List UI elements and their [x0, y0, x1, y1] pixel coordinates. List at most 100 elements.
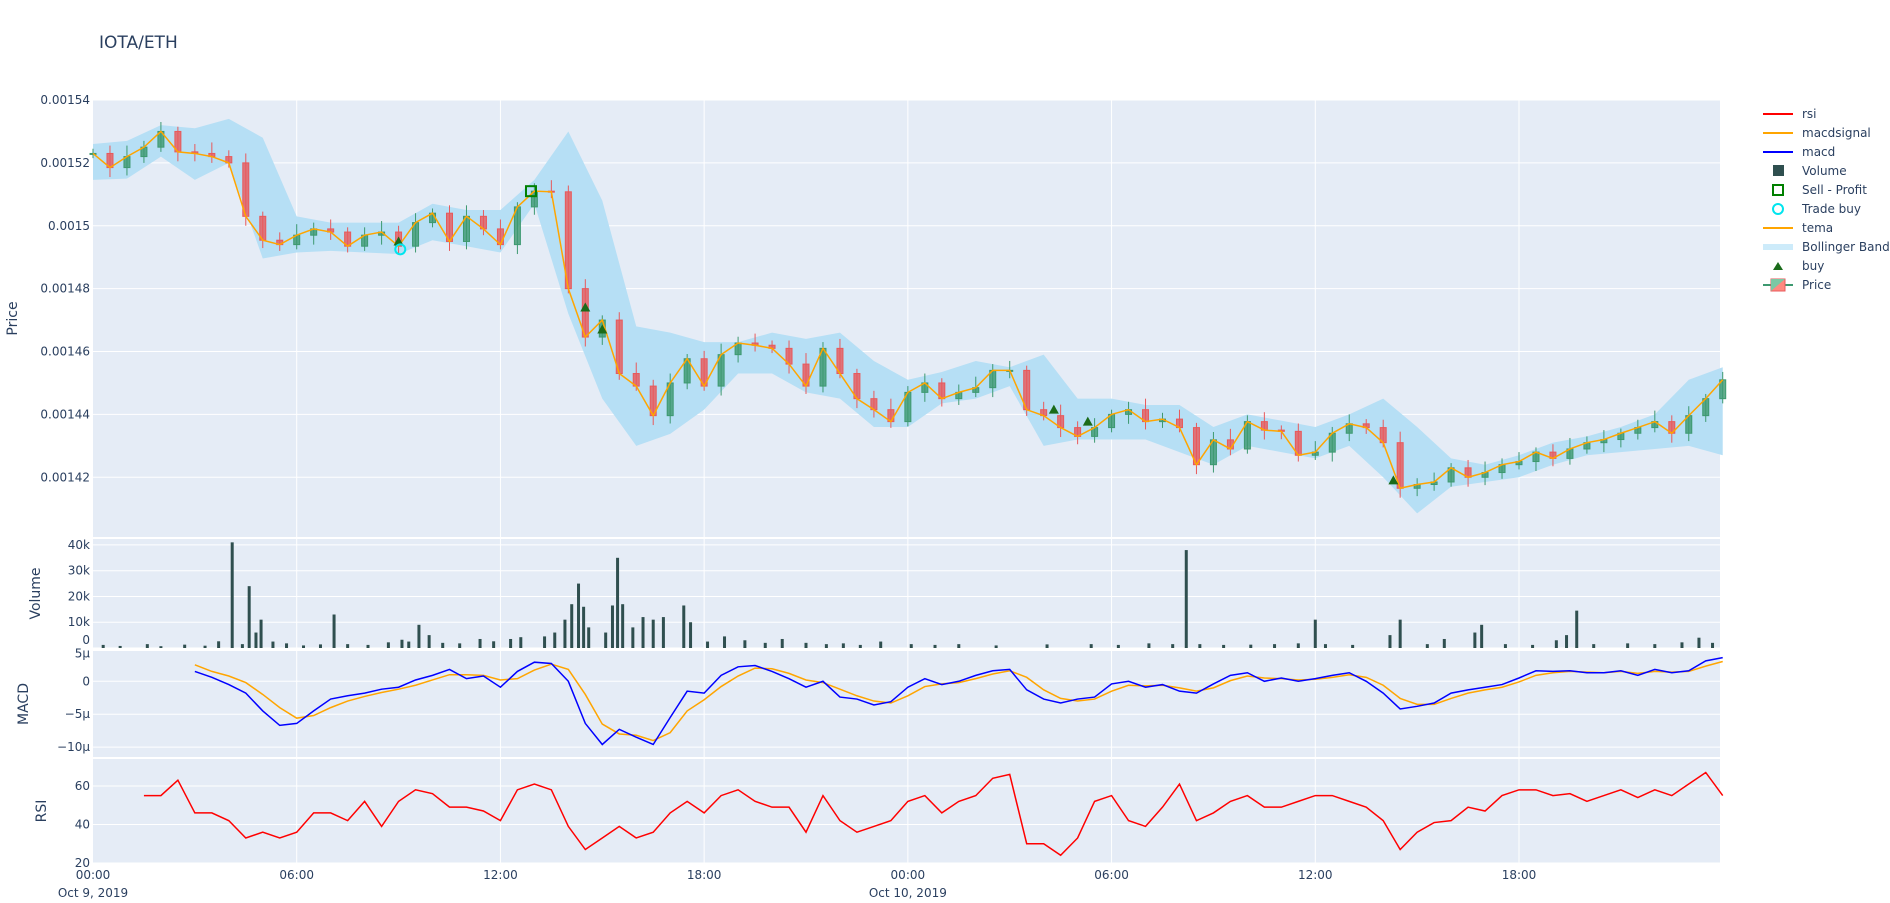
legend-item-macdsignal[interactable]: macdsignal [1758, 123, 1890, 142]
rsi-line [143, 771, 1724, 857]
volume-bar [743, 640, 747, 648]
volume-bar [1198, 644, 1202, 648]
y-axis-title: MACD [16, 683, 32, 725]
legend-item-trade-buy[interactable]: Trade buy [1758, 199, 1890, 218]
band-icon [1758, 240, 1798, 254]
volume-bar [386, 642, 390, 648]
volume-bar [841, 643, 845, 648]
volume-bar [587, 627, 591, 648]
chart-title: IOTA/ETH [99, 33, 178, 53]
volume-bar [492, 641, 496, 648]
volume-bar [271, 641, 275, 648]
volume-bar [1323, 644, 1327, 648]
legend-label: buy [1802, 258, 1825, 273]
macd-line [194, 656, 1723, 746]
square-filled-icon [1758, 164, 1798, 178]
legend: rsi macdsignal macd Volume Sell - Profit Trad… [1758, 104, 1890, 294]
volume-bar [933, 644, 937, 648]
x-tick-label: 06:00 [1094, 868, 1129, 882]
volume-bar [427, 635, 431, 648]
volume-bar [1711, 642, 1715, 648]
volume-bar [1575, 610, 1579, 648]
volume-bar [1592, 644, 1596, 648]
volume-bar [723, 636, 727, 648]
volume-bar [1425, 644, 1429, 648]
volume-bar [1222, 644, 1226, 648]
y-axis-title: Volume [28, 567, 44, 619]
volume-bar [1442, 638, 1446, 648]
volume-bar [804, 642, 808, 648]
tema-line [92, 130, 1724, 490]
x-tick-date-label: Oct 9, 2019 [58, 886, 128, 900]
legend-item-volume[interactable]: Volume [1758, 161, 1890, 180]
volume-bar [604, 632, 608, 648]
volume-bar [1388, 635, 1392, 648]
legend-item-macd[interactable]: macd [1758, 142, 1890, 161]
volume-bar [610, 605, 614, 648]
trade-buy-marker [394, 243, 407, 256]
legend-item-bollinger-band[interactable]: Bollinger Band [1758, 237, 1890, 256]
volume-bar [1697, 637, 1701, 648]
legend-label: macdsignal [1802, 125, 1871, 140]
volume-bar [1473, 632, 1477, 648]
legend-item-buy[interactable]: buy [1758, 256, 1890, 275]
volume-bar [879, 641, 883, 648]
y-tick-label: 30k [68, 564, 90, 578]
volume-bar [1171, 644, 1175, 648]
panel-background-macd [93, 651, 1720, 757]
y-tick-label: 10k [68, 615, 90, 629]
volume-bar [1089, 644, 1093, 648]
buy-marker [597, 324, 608, 334]
legend-item-tema[interactable]: tema [1758, 218, 1890, 237]
x-tick-label: 12:00 [483, 868, 518, 882]
volume-bar [417, 624, 421, 648]
volume-bar [159, 646, 163, 648]
candlestick-icon [1758, 278, 1798, 292]
volume-bar [1184, 550, 1188, 648]
volume-bar [1045, 644, 1049, 648]
buy-marker [1388, 475, 1399, 485]
macdsignal-line [194, 660, 1723, 742]
bollinger-band [93, 118, 1723, 514]
legend-label: Price [1802, 277, 1832, 292]
legend-label: Trade buy [1802, 201, 1861, 216]
x-tick-date-label: Oct 10, 2019 [869, 886, 947, 900]
buy-marker [393, 236, 404, 246]
y-tick-label: 0 [82, 633, 90, 647]
legend-label: tema [1802, 220, 1834, 235]
volume-bar [682, 605, 686, 648]
y-tick-label: 0.00146 [40, 345, 90, 359]
x-tick-label: 00:00 [76, 868, 111, 882]
volume-bar [994, 645, 998, 648]
volume-bar [101, 644, 105, 648]
legend-item-price[interactable]: Price [1758, 275, 1890, 294]
volume-bar [509, 638, 513, 648]
volume-bar [1147, 643, 1151, 648]
volume-bar [366, 644, 370, 648]
volume-bar [1116, 644, 1120, 648]
x-tick-label: 18:00 [1502, 868, 1537, 882]
volume-bar [400, 639, 404, 648]
legend-label: Sell - Profit [1802, 182, 1867, 197]
panel-background-rsi [93, 759, 1720, 863]
circle-open-icon [1758, 202, 1798, 216]
x-tick-label: 18:00 [687, 868, 722, 882]
volume-bar [661, 617, 665, 648]
volume-bar [318, 644, 322, 648]
volume-bar [1565, 635, 1569, 648]
line-icon [1758, 126, 1798, 140]
volume-bar [240, 644, 244, 648]
square-open-icon [1758, 183, 1798, 197]
y-tick-label: −10µ [57, 740, 90, 754]
buy-marker [1048, 404, 1059, 414]
legend-item-sell-profit[interactable]: Sell - Profit [1758, 180, 1890, 199]
volume-bar [780, 638, 784, 648]
volume-bar [1554, 640, 1558, 648]
volume-bar [1680, 642, 1684, 648]
volume-bar [1249, 644, 1253, 648]
legend-item-rsi[interactable]: rsi [1758, 104, 1890, 123]
y-tick-label: −5µ [65, 707, 91, 721]
y-tick-label: 0.0015 [48, 219, 90, 233]
volume-bar [203, 645, 207, 648]
